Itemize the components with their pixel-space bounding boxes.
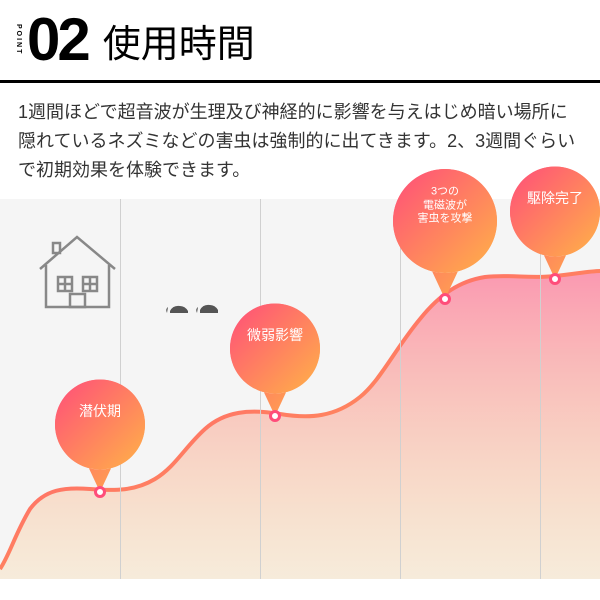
- stage-pin-1: 微弱影響: [230, 304, 320, 417]
- page-title: 使用時間: [103, 13, 255, 68]
- stage-pin-0: 潜伏期: [55, 380, 145, 493]
- pin-label: 3つの電磁波が害虫を攻撃: [418, 185, 473, 226]
- pin-label: 駆除完了: [527, 190, 583, 208]
- data-point: [439, 293, 451, 305]
- stage-pin-2: 3つの電磁波が害虫を攻撃: [393, 169, 497, 299]
- data-point: [269, 410, 281, 422]
- mice-icon: [165, 297, 235, 322]
- effect-chart: 潜伏期 微弱影響 3つの電磁波が害虫を攻撃 駆除完了: [0, 199, 600, 579]
- point-number: 02: [27, 10, 88, 70]
- data-point: [94, 486, 106, 498]
- point-label: POINT: [15, 24, 22, 55]
- header: POINT 02 使用時間: [0, 0, 600, 83]
- pin-label: 微弱影響: [247, 327, 303, 345]
- pin-label: 潜伏期: [79, 403, 121, 421]
- stage-pin-3: 駆除完了: [510, 167, 600, 280]
- point-badge: POINT: [15, 24, 22, 55]
- data-point: [549, 273, 561, 285]
- house-icon: [30, 229, 125, 319]
